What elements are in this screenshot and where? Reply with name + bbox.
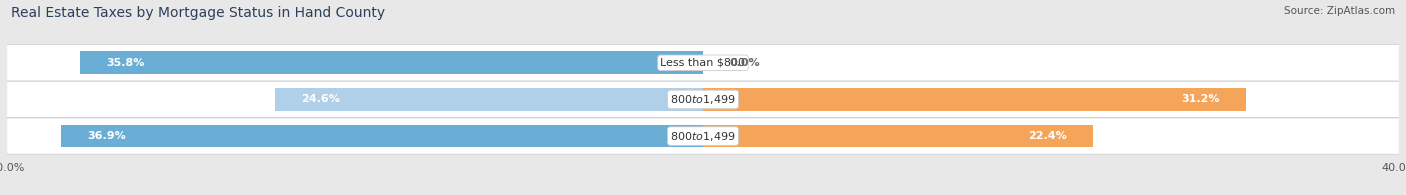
Bar (60, 125, 703, 147)
Bar (276, 88, 703, 111)
FancyBboxPatch shape (7, 118, 1399, 154)
Text: 36.9%: 36.9% (87, 131, 125, 141)
Text: 35.8%: 35.8% (107, 58, 145, 68)
Text: Real Estate Taxes by Mortgage Status in Hand County: Real Estate Taxes by Mortgage Status in … (11, 6, 385, 20)
Text: $800 to $1,499: $800 to $1,499 (671, 130, 735, 143)
Text: 0.0%: 0.0% (730, 58, 759, 68)
FancyBboxPatch shape (7, 81, 1399, 118)
Text: $800 to $1,499: $800 to $1,499 (671, 93, 735, 106)
Text: Less than $800: Less than $800 (661, 58, 745, 68)
Bar (80, 51, 703, 74)
Bar (703, 125, 1092, 147)
Text: 22.4%: 22.4% (1028, 131, 1067, 141)
Bar (703, 88, 1246, 111)
Text: 31.2%: 31.2% (1181, 94, 1220, 105)
FancyBboxPatch shape (7, 45, 1399, 81)
Text: Source: ZipAtlas.com: Source: ZipAtlas.com (1284, 6, 1395, 16)
Text: 24.6%: 24.6% (301, 94, 340, 105)
